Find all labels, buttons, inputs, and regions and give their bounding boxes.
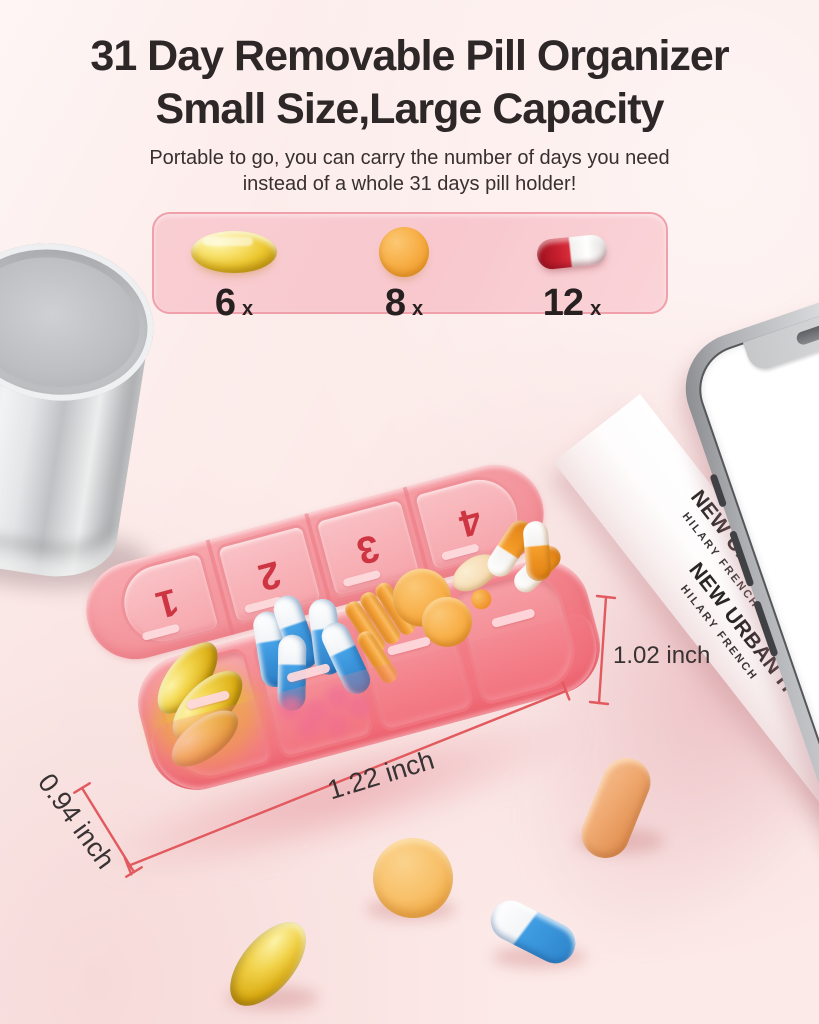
lid-number-1: 1 [151, 579, 183, 626]
softgel-multiplier: x [242, 298, 254, 320]
height-dimension-label: 1.02 inch [613, 642, 711, 669]
softgel-pill-wrap [191, 226, 277, 278]
phone-speaker-icon [794, 308, 819, 347]
lid-number-4: 4 [454, 497, 487, 544]
capacity-item-softgel: 6 x [154, 226, 314, 325]
capsule-count: 12 [542, 282, 584, 324]
yellow-softgel-icon [191, 231, 277, 273]
softgel-count: 6 [214, 282, 236, 324]
red-white-capsule-icon [535, 233, 609, 271]
capsule-multiplier: x [590, 298, 602, 320]
tablet-count-row: 8 x [385, 282, 423, 325]
tablet-pill-wrap [379, 226, 429, 278]
page-title-line2: Small Size,Large Capacity [155, 85, 665, 133]
subtitle-line2: instead of a whole 31 days pill holder! [242, 173, 577, 195]
orange-white-capsule [522, 520, 553, 583]
orange-round-tablet [373, 838, 453, 918]
tablet-multiplier: x [412, 298, 424, 320]
glass-water-surface [0, 245, 149, 399]
tablet-count: 8 [384, 282, 406, 324]
capacity-item-tablet: 8 x [324, 226, 484, 325]
lid-window-1: 1 [112, 550, 223, 654]
capacity-item-capsule: 12 x [492, 226, 652, 325]
softgel-gloss [203, 237, 253, 246]
softgel-count-row: 6 x [215, 282, 253, 325]
orange-tablet-icon [379, 227, 429, 277]
page-title-line1: 31 Day Removable Pill Organizer [90, 32, 729, 80]
subtitle-line1: Portable to go, you can carry the number… [149, 147, 670, 169]
lid-number-2: 2 [254, 551, 286, 598]
lid-latch-slot [342, 569, 382, 588]
capsule-count-row: 12 x [543, 282, 601, 325]
lid-number-3: 3 [352, 525, 384, 572]
capsule-pill-wrap [535, 226, 609, 278]
lid-latch-slot [141, 623, 181, 642]
capacity-banner: 6 x 8 x 12 x [152, 212, 668, 324]
